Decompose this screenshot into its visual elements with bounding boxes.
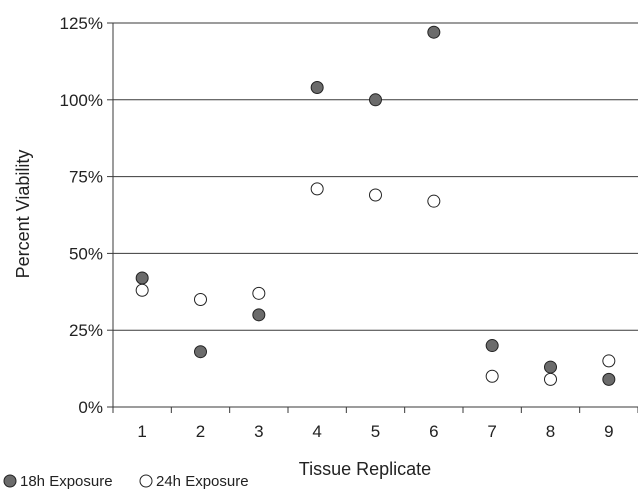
data-point	[485, 369, 499, 383]
x-tick-label: 5	[371, 422, 380, 441]
data-point	[194, 345, 207, 359]
axes	[112, 23, 638, 408]
data-point	[485, 339, 499, 353]
data-point	[252, 286, 266, 300]
data-points	[135, 25, 616, 386]
y-axis-title: Percent Viability	[13, 150, 33, 279]
y-tick-label: 75%	[69, 168, 103, 187]
x-tick-label: 7	[487, 422, 496, 441]
y-tick-label: 50%	[69, 244, 103, 263]
gridlines	[113, 22, 638, 331]
x-axis-title: Tissue Replicate	[299, 459, 431, 479]
data-point	[135, 283, 149, 297]
data-point	[602, 354, 616, 368]
x-tick-label: 6	[429, 422, 438, 441]
x-tick-label: 8	[546, 422, 555, 441]
series-24h	[135, 182, 616, 386]
y-tick-label: 100%	[60, 91, 103, 110]
data-point	[310, 81, 324, 95]
x-tick-label: 1	[137, 422, 146, 441]
data-point	[427, 25, 441, 39]
data-point	[369, 188, 382, 202]
data-point	[544, 360, 557, 374]
data-point	[310, 182, 324, 196]
x-tick-label: 4	[312, 422, 321, 441]
x-tick-label: 3	[254, 422, 263, 441]
x-tick-label: 2	[196, 422, 205, 441]
legend-marker-18h	[3, 474, 17, 488]
data-point	[369, 93, 382, 107]
y-tick-label: 125%	[60, 14, 103, 33]
y-axis-ticks: 0% 25% 50% 75% 100% 125%	[60, 14, 113, 417]
y-tick-label: 25%	[69, 321, 103, 340]
x-axis-ticks: 1 2 3 4 5 6 7 8 9	[112, 407, 638, 441]
data-point	[544, 372, 557, 386]
legend-marker-24h	[139, 474, 153, 488]
legend: 18h Exposure 24h Exposure	[3, 473, 249, 490]
legend-label-24h: 24h Exposure	[156, 473, 249, 490]
data-point	[135, 271, 149, 285]
y-tick-label: 0%	[78, 398, 103, 417]
x-tick-label: 9	[604, 422, 613, 441]
data-point	[602, 372, 616, 386]
series-18h	[135, 25, 616, 386]
data-point	[194, 292, 207, 306]
data-point	[427, 194, 441, 208]
legend-label-18h: 18h Exposure	[20, 473, 113, 490]
data-point	[252, 308, 266, 322]
